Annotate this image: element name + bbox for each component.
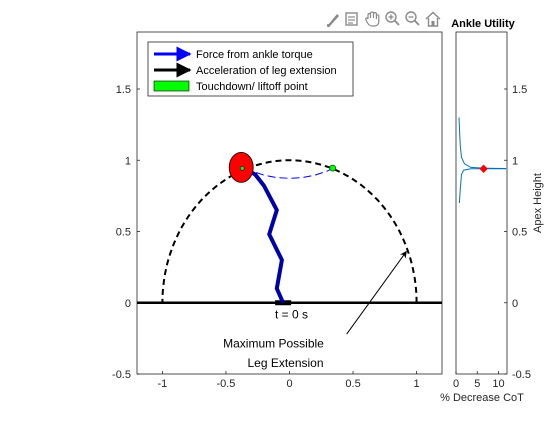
legend-label: Acceleration of leg extension: [196, 65, 337, 77]
y-tick-label: 0.5: [116, 227, 131, 239]
side-axes: Ankle Utility 0 5 10 -0.5 0 0.5 1 1.5 % Decreas…: [440, 18, 544, 404]
legend-label: Force from ankle torque: [196, 49, 313, 61]
main-tick-group: -1 -0.5 0 0.5 1 -0.5 0 0.5 1 1.5: [112, 84, 420, 390]
y-tick-label: 1: [125, 155, 131, 167]
main-plot-content: t = 0 s Maximum Possible Leg Extension: [137, 151, 442, 370]
zoom-in-icon[interactable]: [385, 11, 400, 26]
liftoff-point-marker: [329, 164, 337, 172]
time-label: t = 0 s: [275, 307, 308, 321]
zoom-out-icon[interactable]: [405, 11, 420, 26]
home-icon[interactable]: [425, 11, 441, 27]
pan-icon[interactable]: [365, 11, 380, 27]
x-tick-label: -1: [158, 378, 168, 390]
max-extension-arc: [161, 159, 418, 303]
side-y-tick-label: 0.5: [512, 227, 527, 239]
max-extension-label: Leg Extension: [247, 356, 323, 370]
side-x-tick-label: 0: [453, 378, 459, 390]
side-chart-title: Ankle Utility: [451, 18, 515, 30]
side-y-tick-label: 1.5: [512, 84, 527, 96]
y-tick-label: -0.5: [112, 369, 131, 381]
side-y-tick-label: 0: [512, 298, 518, 310]
data-tip-icon[interactable]: [345, 12, 358, 26]
side-y-tick-label: 1: [512, 155, 518, 167]
utility-curve-lower: [458, 168, 507, 204]
side-x-tick-label: 5: [474, 378, 480, 390]
side-x-axis-label: % Decrease CoT: [440, 392, 524, 404]
side-tick-group: 0 5 10 -0.5 0 0.5 1 1.5: [453, 84, 531, 390]
y-tick-label: 1.5: [116, 84, 131, 96]
legend-swatch: [153, 80, 190, 92]
max-extension-label: Maximum Possible: [223, 337, 324, 351]
x-tick-label: 0.5: [345, 378, 360, 390]
x-tick-label: 0: [286, 378, 292, 390]
axes-toolbar: [326, 11, 441, 28]
side-y-axis-label: Apex Height: [532, 173, 544, 233]
side-plot-area: [455, 31, 508, 375]
legend: Force from ankle torque Acceleration of l…: [147, 41, 354, 97]
side-plot-content: [458, 117, 507, 204]
leg-spring-line: [246, 168, 285, 304]
x-tick-label: -0.5: [216, 378, 235, 390]
x-tick-label: 1: [414, 378, 420, 390]
current-apex-marker: [479, 164, 488, 174]
touchdown-point-marker: [239, 166, 245, 171]
annotation-arrow: [346, 250, 407, 335]
main-axes: -1 -0.5 0 0.5 1 -0.5 0 0.5 1 1.5 t = 0 s Maximum P…: [112, 31, 443, 390]
y-tick-label: 0: [125, 298, 131, 310]
brush-icon[interactable]: [326, 14, 339, 28]
side-y-tick-label: -0.5: [512, 369, 531, 381]
legend-label: Touchdown/ liftoff point: [196, 81, 308, 93]
side-x-tick-label: 10: [492, 378, 504, 390]
